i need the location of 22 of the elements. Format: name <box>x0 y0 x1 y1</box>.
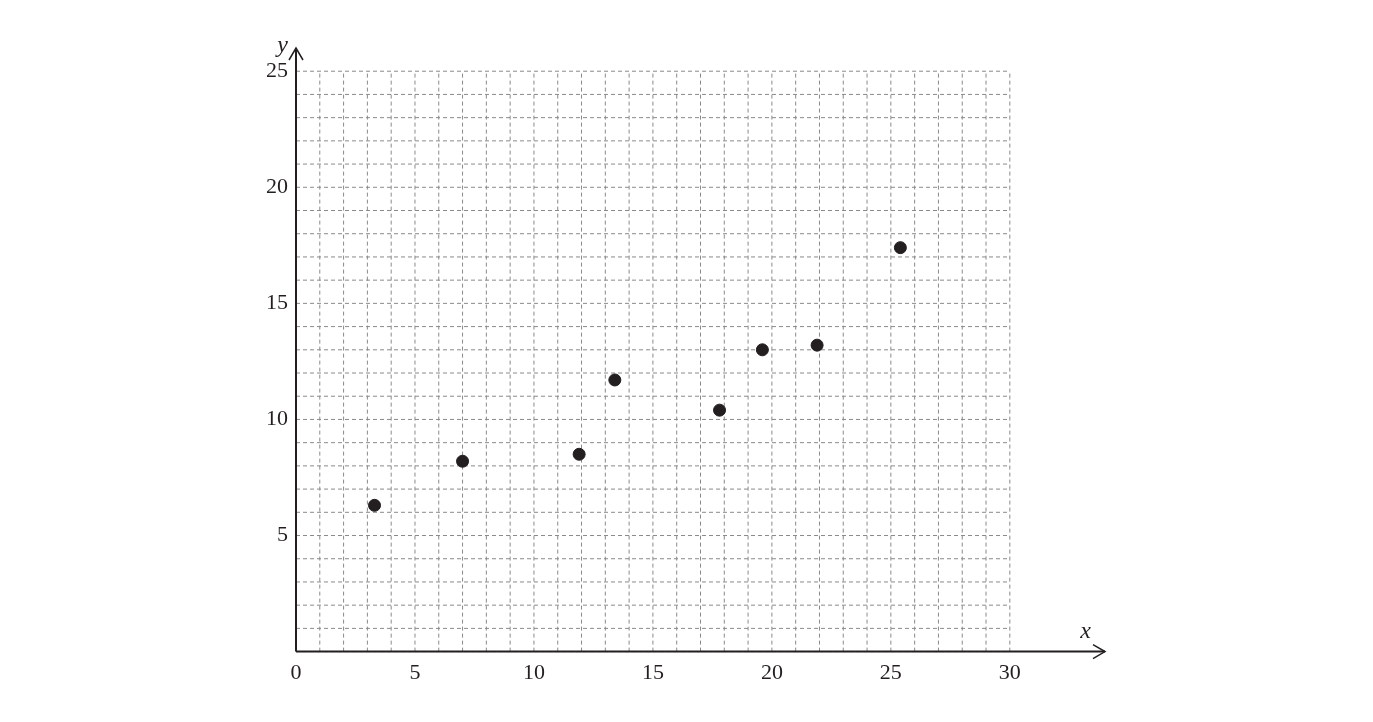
point <box>755 343 769 357</box>
point <box>608 373 622 387</box>
y-axis-title: y <box>275 31 289 58</box>
x-tick-label: 20 <box>760 658 783 684</box>
y-tick-label: 25 <box>266 57 288 82</box>
y-tick-label: 5 <box>277 521 288 547</box>
point <box>893 241 907 255</box>
point <box>810 338 824 352</box>
x-tick-label: 25 <box>879 658 902 684</box>
x-tick-label: 0 <box>290 658 302 684</box>
point <box>713 403 727 417</box>
x-tick-label: 10 <box>522 658 545 684</box>
y-tick-label: 15 <box>266 289 288 315</box>
y-tick-label: 10 <box>266 405 288 431</box>
x-axis-title: x <box>1079 616 1092 643</box>
point <box>456 454 470 468</box>
x-tick-label: 5 <box>409 658 421 684</box>
point <box>368 498 382 512</box>
point <box>572 447 586 461</box>
y-tick-label: 20 <box>266 173 288 199</box>
x-tick-label: 30 <box>998 658 1021 684</box>
x-tick-label: 15 <box>641 658 664 684</box>
